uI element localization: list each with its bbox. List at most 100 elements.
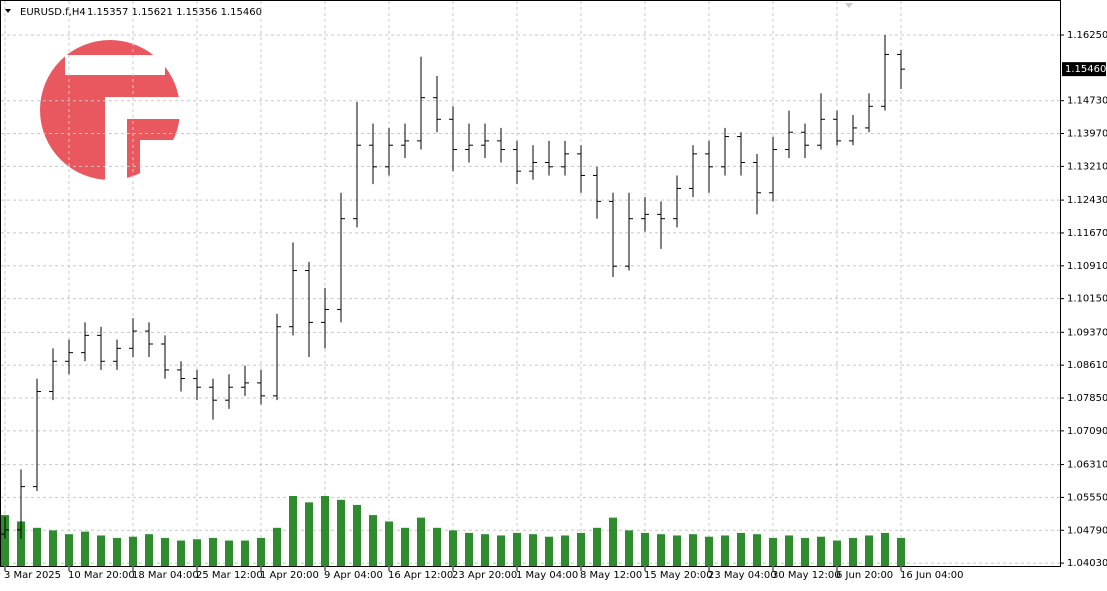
volume-bar bbox=[241, 540, 249, 566]
volume-bar bbox=[865, 535, 873, 566]
x-tick-label: 15 May 20:00 bbox=[644, 570, 713, 581]
volume-bar bbox=[641, 532, 649, 566]
x-tick-label: 6 Jun 20:00 bbox=[836, 570, 893, 581]
volume-bar bbox=[257, 538, 265, 566]
volume-bar bbox=[17, 521, 25, 566]
ohlc-bar bbox=[673, 175, 681, 228]
volume-bar bbox=[513, 532, 521, 566]
ohlc-bar bbox=[689, 145, 697, 198]
volume-bar bbox=[609, 517, 617, 566]
ohlc-bar bbox=[273, 313, 281, 401]
volume-bar bbox=[113, 538, 121, 566]
x-tick-label: 23 May 04:00 bbox=[708, 570, 777, 581]
ohlc-bar bbox=[241, 365, 249, 396]
volume-bar bbox=[673, 535, 681, 566]
volume-bar bbox=[801, 538, 809, 566]
ohlc-bar bbox=[177, 361, 185, 392]
volume-bar bbox=[769, 538, 777, 566]
volume-bar bbox=[129, 536, 137, 566]
ohlc-bar bbox=[593, 166, 601, 219]
volume-bar bbox=[817, 536, 825, 566]
volume-bar bbox=[177, 540, 185, 566]
volume-bar bbox=[417, 517, 425, 566]
ohlc-bar bbox=[113, 339, 121, 370]
y-tick-label: 1.04030 bbox=[1067, 558, 1107, 569]
y-tick-label: 1.07090 bbox=[1067, 426, 1107, 437]
header-arrow bbox=[5, 9, 11, 13]
volume-bar bbox=[657, 534, 665, 566]
ohlc-bar bbox=[497, 127, 505, 163]
volume-bar bbox=[849, 538, 857, 566]
ohlc-bar bbox=[417, 56, 425, 150]
volume-bar bbox=[97, 535, 105, 566]
x-tick-label: 18 Mar 04:00 bbox=[132, 570, 199, 581]
ohlc-bar bbox=[481, 123, 489, 159]
x-tick-label: 10 Mar 20:00 bbox=[68, 570, 135, 581]
ohlc-bar bbox=[257, 369, 265, 405]
ohlc-bar bbox=[865, 93, 873, 133]
ohlc-bar bbox=[609, 192, 617, 278]
ohlc-bar bbox=[897, 50, 905, 90]
ohlc-bar bbox=[209, 378, 217, 420]
ohlc-bar bbox=[97, 326, 105, 370]
ohlc-bar bbox=[449, 106, 457, 172]
volume-bar bbox=[209, 538, 217, 566]
volume-bar bbox=[225, 540, 233, 566]
volume-bar bbox=[625, 530, 633, 566]
volume-bar bbox=[593, 527, 601, 566]
volume-bar bbox=[145, 534, 153, 566]
volume-bar bbox=[49, 530, 57, 566]
volume-bar bbox=[529, 534, 537, 566]
x-tick-label: 8 May 12:00 bbox=[580, 570, 642, 581]
shift-marker bbox=[845, 3, 853, 8]
ohlc-bar bbox=[129, 318, 137, 357]
volume-bar bbox=[481, 534, 489, 566]
y-tick-label: 1.07850 bbox=[1067, 393, 1107, 404]
ohlc-bar bbox=[385, 127, 393, 176]
y-tick-label: 1.14730 bbox=[1067, 96, 1107, 107]
volume-bar bbox=[689, 534, 697, 566]
volume-bar bbox=[897, 538, 905, 566]
volume-bar bbox=[1, 515, 9, 566]
ohlc-bar bbox=[577, 145, 585, 193]
ohlc-bar bbox=[401, 123, 409, 159]
y-tick-label: 1.08610 bbox=[1067, 360, 1107, 371]
symbol: EURUSD.f,H4 bbox=[20, 7, 86, 18]
volume-bar bbox=[353, 504, 361, 566]
volume-bar bbox=[369, 515, 377, 566]
ohlc-bar bbox=[817, 93, 825, 150]
volume-bar bbox=[465, 532, 473, 566]
volume-bar bbox=[705, 536, 713, 566]
ohlc-bar bbox=[225, 374, 233, 409]
x-tick-label: 1 May 04:00 bbox=[516, 570, 578, 581]
y-tick-label: 1.13210 bbox=[1067, 161, 1107, 172]
ohlc-bar bbox=[81, 322, 89, 362]
y-tick-label: 1.10150 bbox=[1067, 294, 1107, 305]
ohlc-bar bbox=[193, 369, 201, 401]
ohlc-bar bbox=[353, 101, 361, 228]
y-tick-label: 1.10910 bbox=[1067, 261, 1107, 272]
x-tick-label: 23 Apr 20:00 bbox=[452, 570, 517, 581]
y-tick-label: 1.06310 bbox=[1067, 460, 1107, 471]
volume-bar bbox=[65, 534, 73, 566]
ohlc-bar bbox=[721, 127, 729, 176]
ohlc-bar bbox=[337, 192, 345, 323]
y-tick-label: 1.12430 bbox=[1067, 195, 1107, 206]
ohlc-bar bbox=[849, 114, 857, 146]
ohlc-bar bbox=[305, 261, 313, 357]
ohlc-bar bbox=[705, 140, 713, 193]
volume-bar bbox=[289, 496, 297, 566]
volume-bar bbox=[785, 535, 793, 566]
volume-bar bbox=[193, 539, 201, 566]
y-tick-label: 1.16250 bbox=[1067, 30, 1107, 41]
ohlc-bar bbox=[1, 516, 9, 539]
logo bbox=[40, 40, 185, 187]
volume-bar bbox=[881, 532, 889, 566]
ohlc-bar bbox=[513, 140, 521, 185]
ohlc-bar bbox=[833, 110, 841, 146]
current-price-box bbox=[1062, 62, 1106, 77]
volume-bar bbox=[449, 530, 457, 566]
volume-bar bbox=[577, 532, 585, 566]
